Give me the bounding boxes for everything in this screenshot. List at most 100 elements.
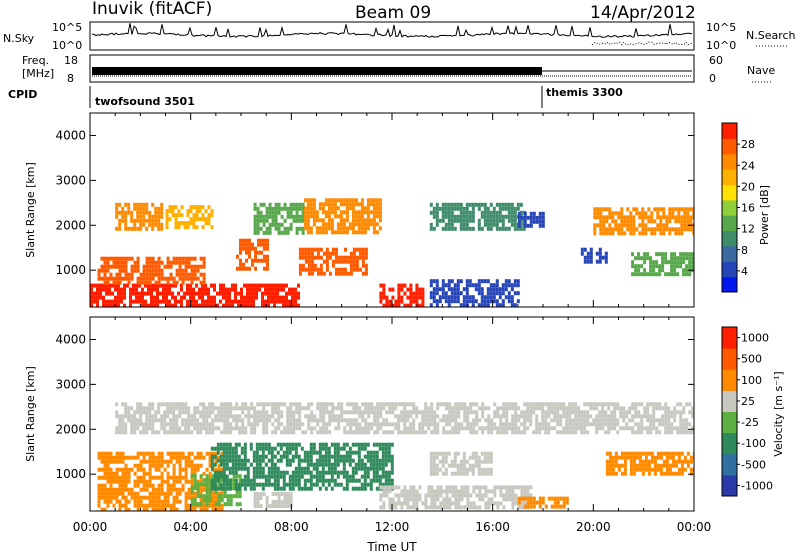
power-cell (306, 202, 310, 207)
velocity-cell (247, 410, 251, 415)
velocity-cell (601, 418, 605, 423)
power-cell (280, 206, 284, 211)
velocity-cell (264, 462, 268, 467)
power-cell (447, 202, 451, 207)
velocity-cell (574, 406, 578, 411)
power-cell (421, 287, 425, 292)
power-cell (447, 279, 451, 284)
power-cell (403, 291, 407, 296)
velocity-cell (234, 458, 238, 463)
velocity-cell (211, 422, 215, 427)
power-cell (372, 222, 376, 227)
power-cell (441, 210, 445, 215)
power-cell (325, 255, 329, 260)
power-cell (165, 303, 168, 307)
velocity-cell (450, 459, 454, 464)
velocity-cell (136, 503, 140, 508)
velocity-cell (208, 463, 212, 468)
velocity-cell (484, 489, 488, 494)
velocity-cell (238, 490, 242, 495)
velocity-cell (412, 422, 416, 427)
velocity-cell (475, 493, 479, 498)
velocity-cell (97, 455, 101, 460)
velocity-cell (489, 455, 493, 460)
velocity-cell (142, 459, 146, 464)
velocity-cell (243, 474, 247, 479)
velocity-cell (205, 418, 209, 423)
velocity-cell (184, 430, 188, 435)
power-cell (447, 206, 451, 211)
velocity-cell (244, 406, 248, 411)
velocity-cell (232, 426, 236, 431)
velocity-cell (235, 426, 239, 431)
velocity-cell (436, 493, 440, 498)
power-cell (330, 226, 334, 231)
power-cell (394, 299, 398, 304)
velocity-cell (641, 471, 645, 476)
velocity-cell (217, 502, 221, 507)
power-cell (596, 223, 600, 228)
power-cell (150, 299, 153, 304)
power-cell (327, 214, 331, 219)
velocity-cell (258, 446, 262, 451)
velocity-cell (124, 475, 128, 480)
velocity-cell (124, 479, 128, 484)
velocity-cell (571, 402, 575, 407)
power-cell (626, 223, 630, 228)
power-cell (163, 264, 167, 269)
velocity-cell (565, 410, 569, 415)
power-cell (345, 230, 349, 235)
velocity-cell (139, 475, 143, 480)
velocity-cell (349, 402, 353, 407)
velocity-cell (574, 430, 578, 435)
velocity-cell (433, 430, 437, 435)
power-cell (336, 198, 340, 203)
power-cell (292, 202, 296, 207)
power-cell (333, 202, 337, 207)
power-cell (168, 209, 172, 214)
velocity-cell (589, 414, 593, 419)
velocity-cell (169, 483, 173, 488)
velocity-cell (400, 418, 404, 423)
velocity-cell (391, 430, 395, 435)
velocity-cell (484, 418, 488, 423)
power-cell (147, 287, 150, 292)
velocity-cell (472, 505, 476, 510)
velocity-cell (550, 410, 554, 415)
power-cell (629, 223, 633, 228)
velocity-cell (412, 501, 416, 506)
power-cell (186, 287, 189, 292)
velocity-cell (294, 474, 298, 479)
power-cell (340, 267, 344, 272)
velocity-cell (289, 430, 293, 435)
power-cell (97, 268, 101, 273)
velocity-cell (100, 451, 104, 456)
power-cell (273, 295, 276, 300)
velocity-cell (214, 414, 218, 419)
velocity-cell (121, 455, 125, 460)
power-cell (270, 287, 273, 292)
velocity-cell (142, 410, 146, 415)
power-cell (677, 211, 681, 216)
velocity-cell (444, 459, 448, 464)
velocity-cell (430, 497, 434, 502)
power-cell (141, 291, 144, 296)
power-cell (198, 217, 202, 222)
velocity-cell (526, 410, 530, 415)
velocity-cell (658, 406, 662, 411)
velocity-cell (626, 451, 630, 456)
power-cell (342, 218, 346, 223)
power-cell (510, 295, 514, 300)
power-cell (258, 283, 261, 288)
velocity-cell (115, 487, 119, 492)
power-cell (274, 206, 278, 211)
velocity-cell (172, 414, 176, 419)
velocity-cell (112, 479, 116, 484)
power-cell (262, 214, 266, 219)
velocity-cell (661, 414, 665, 419)
velocity-cell (421, 501, 425, 506)
power-cell (201, 205, 205, 210)
velocity-cell (638, 451, 642, 456)
velocity-cell (508, 485, 512, 490)
power-cell (652, 264, 656, 269)
